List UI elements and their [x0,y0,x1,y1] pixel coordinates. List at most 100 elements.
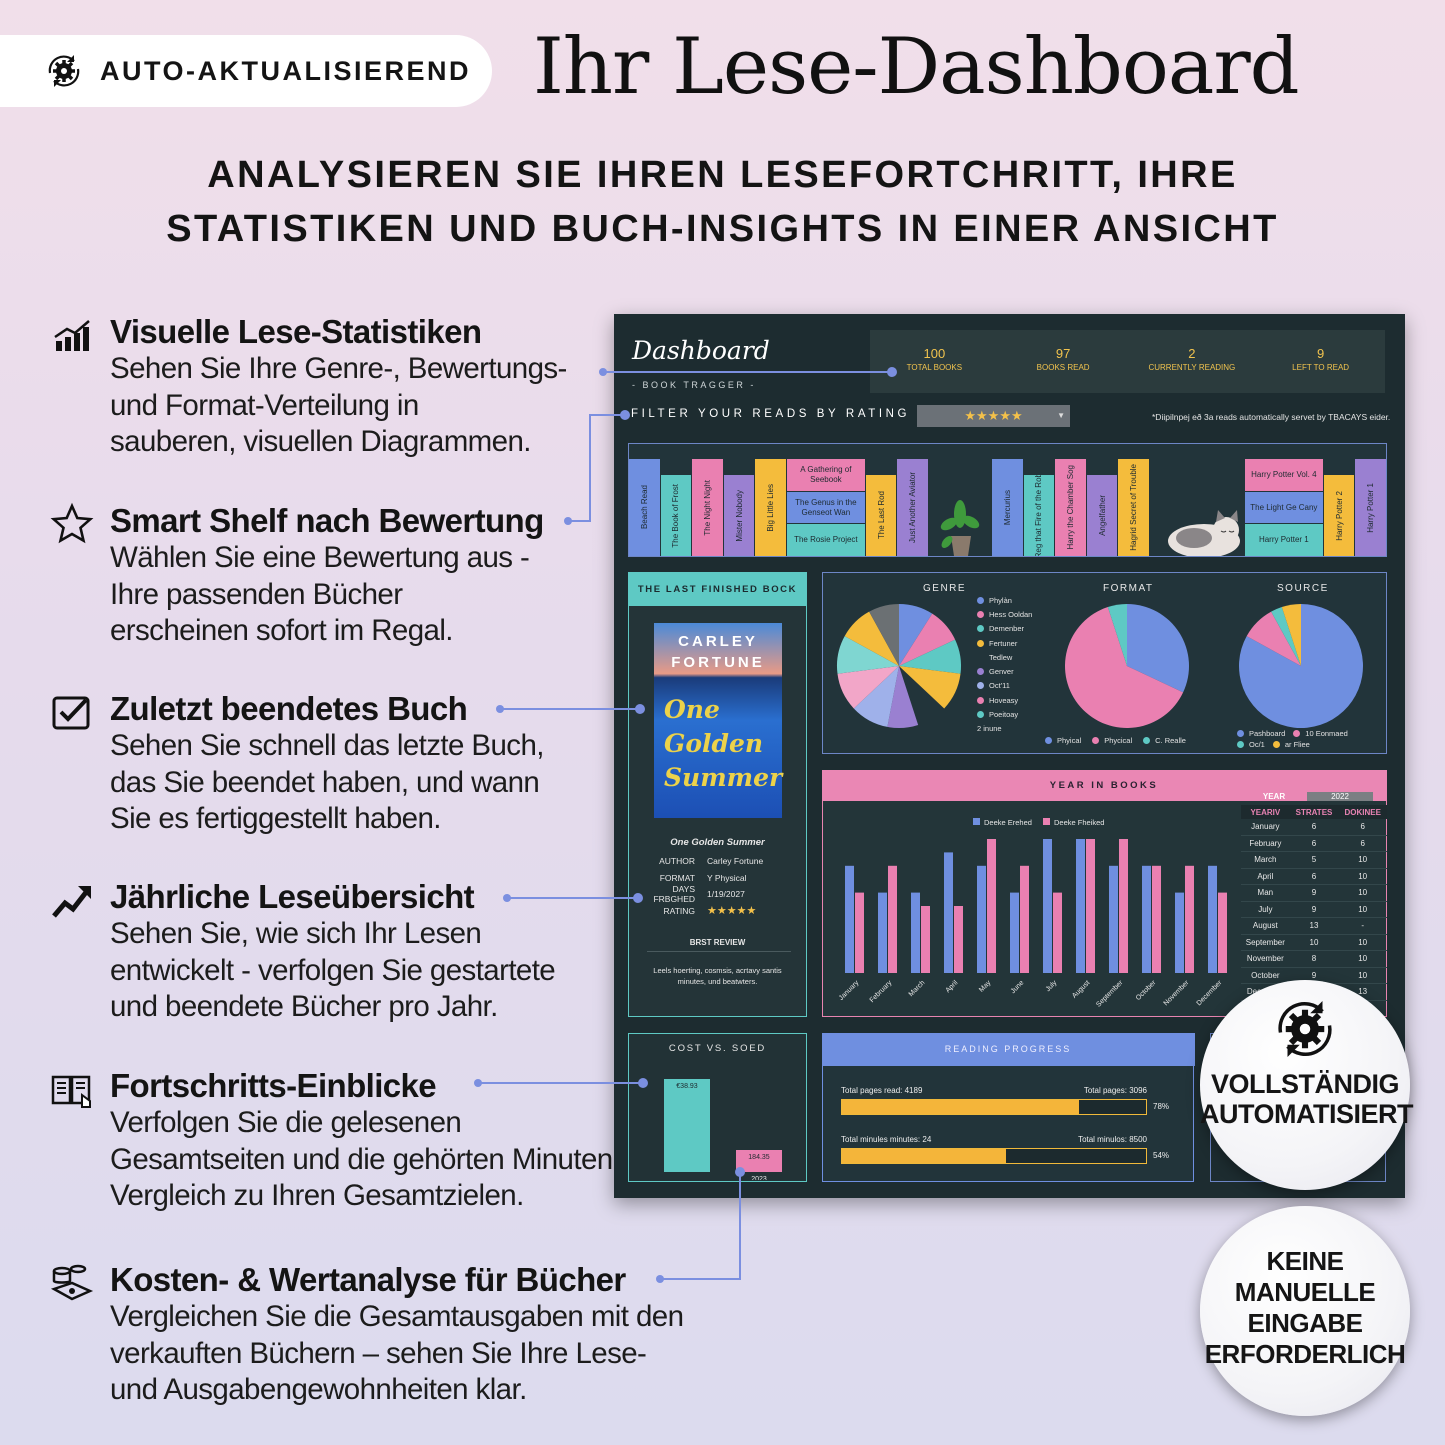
shelf-book[interactable]: Harry Potter Vol. 4 [1244,459,1323,491]
book-stack: A Gathering of Seebook The Genus in the G… [786,459,865,556]
bar [1043,839,1052,973]
shelf-book[interactable]: Beach Read [629,459,660,556]
fully-automated-badge: VOLLSTÄNDIG AUTOMATISIERT [1200,980,1414,1190]
shelf-book[interactable]: A Gathering of Seebook [786,459,865,491]
table-cell: 10 [1358,937,1368,947]
field-label: DAYS FRBGHED [653,884,695,905]
feature-description: Sehen Sie Ihre Genre-, Bewertungs-und Fo… [110,351,750,461]
shelf-book[interactable]: Hagrid Secret of Trouble [1118,459,1149,556]
legend-swatch [977,711,984,719]
shelf-book[interactable]: Reg that Fire of the Rob [1023,475,1055,556]
feature-title: Kosten- & Wertanalyse für Bücher [110,1261,626,1298]
shelf-book[interactable]: Harry Potter 2 [1323,475,1355,556]
dashboard-title: Dashboard [632,336,770,365]
table-cell: 6 [1360,838,1365,848]
column-header: YEARIV [1250,807,1281,817]
bar [1208,865,1217,973]
rating-filter-dropdown[interactable]: ★★★★★ ▼ [917,405,1070,427]
table-cell: 9 [1311,970,1317,980]
description-line: verkauften Büchern – sehen Sie Ihre Lese… [110,1336,647,1370]
bar [987,839,996,973]
bookshelf: Beach Read The Book of Frost The Night Nig… [628,443,1387,557]
shelf-book[interactable]: Harry Potter 1 [1355,459,1386,556]
table-cell: Man [1257,888,1274,898]
subtitle-line: ANALYSIEREN SIE IHREN LESEFORTCHRITT, IH… [207,154,1238,196]
progress-row: Total minules minutes: 24 Total minulos: … [841,1135,1147,1164]
shelf-book[interactable]: Harry Potter 1 [1244,524,1323,556]
shelf-book[interactable]: The Rosie Project [786,524,865,556]
page-subtitle: ANALYSIEREN SIE IHREN LESEFORTCHRITT, IH… [60,148,1385,256]
pie-slice [1281,604,1301,666]
legend-label: ar Fliee [1284,740,1310,749]
stat-label: LEFT TO READ [1292,363,1350,372]
legend-swatch [973,818,980,825]
book-stack: Harry Potter Vol. 4 The Light Ge Cany Harr… [1244,459,1323,556]
shelf-book[interactable]: The Light Ge Cany [1244,491,1323,524]
checkbox-icon [52,696,90,730]
pie-slice [899,639,961,674]
shelf-book[interactable]: The Night Night [692,459,723,556]
description-line: das Sie beendet haben, und wann [110,765,540,799]
shelf-book[interactable]: Big Little Lies [755,459,786,556]
table-header: YEARIV STRATES DOKINEE [1241,805,1387,819]
legend-item: 10 Eonmaed [1293,728,1348,739]
bar [1152,865,1161,973]
card-header: THE LAST FINISHED BOCK [629,573,806,606]
shelf-book[interactable]: The Genus in the Genseot Wan [786,491,865,524]
table-cell: 6 [1311,838,1317,848]
shelf-book[interactable]: The Book of Frost [660,475,692,556]
table-row: September 10 10 [1241,935,1387,951]
book-cover: CARLEY FORTUNE One Golden Summer [654,623,782,818]
bar [845,865,854,973]
shelf-book[interactable]: The Last Rod [865,475,897,556]
legend-label: 10 Eonmaed [1305,729,1348,738]
year-label: YEAR [1262,791,1286,801]
progress-row: Total pages read: 4189 Total pages: 3096 [841,1086,1147,1115]
dashboard-subtitle: - BOOK TRAGGER - [632,380,756,390]
shelf-book[interactable]: Mister Nobody [723,475,755,556]
money-coins-icon [50,1264,94,1301]
shelf-book[interactable]: Mercurius [991,459,1023,556]
table-cell: July [1258,904,1273,914]
shelf-book[interactable]: Harry the Chamber Sog [1055,459,1086,556]
table-cell: 10 [1358,904,1368,914]
legend-label: Phyical [1057,735,1082,745]
description-line: und Ausgabengewohnheiten klar. [110,1373,527,1406]
filter-label: FILTER YOUR READS BY RATING : [631,408,924,420]
pie-slice [1107,604,1127,666]
no-manual-input-badge: KEINE MANUELLE EINGABE ERFORDERLICH [1200,1206,1410,1416]
legend-label: Pashboard [1249,729,1286,738]
legend-swatch [1237,741,1244,748]
stat-label: TOTAL BOOKS [906,363,963,372]
bar-chart-icon [54,320,90,351]
shelf-book[interactable]: Just Another Aviator [897,459,928,556]
stats-bar: 100 TOTAL BOOKS 97 BOOKS READ 2 CURRENTLY REA… [870,330,1385,393]
bar [921,906,930,973]
table-cell: 6 [1311,822,1317,832]
cover-title: One Golden Summer [664,695,783,792]
bar [878,892,887,973]
legend-item: Hoveasy [977,693,1032,707]
auto-update-badge: AUTO-AKTUALISIEREND [0,35,492,107]
stat-item: 97 BOOKS READ [999,330,1128,393]
legend-item: Tedlew [977,650,1032,664]
description-line: Sie es fertiggestellt haben. [110,802,441,835]
reading-progress-panel: READING PROGRESS Total pages read: 4189 T… [821,1032,1195,1182]
table-cell: September [1245,937,1285,947]
table-row: January 6 6 [1241,819,1387,836]
chart-title: SOURCE [1277,583,1329,594]
shelf-book[interactable]: Angelfather [1086,475,1118,556]
legend-label: Fertuner [989,638,1018,648]
chart-title: FORMAT [1103,583,1154,594]
genre-legend: Phylàn Hess Ooldan Demenber Fertuner Tedlew G… [977,593,1032,736]
feature-item: Smart Shelf nach Bewertung Wählen Sie ein… [50,502,750,650]
progress-current: Total pages read: 4189 [841,1086,923,1095]
feature-item: Zuletzt beendetes Buch Sehen Sie schnell … [50,690,750,838]
bar [911,892,920,973]
gear-refresh-icon [48,55,80,87]
feature-title: Smart Shelf nach Bewertung [110,502,544,539]
feature-item: Fortschritts-Einblicke Verfolgen Sie die … [50,1067,750,1215]
legend-label: Deeke Fheiked [1054,818,1104,827]
year-dropdown[interactable]: 2022 [1307,791,1373,801]
